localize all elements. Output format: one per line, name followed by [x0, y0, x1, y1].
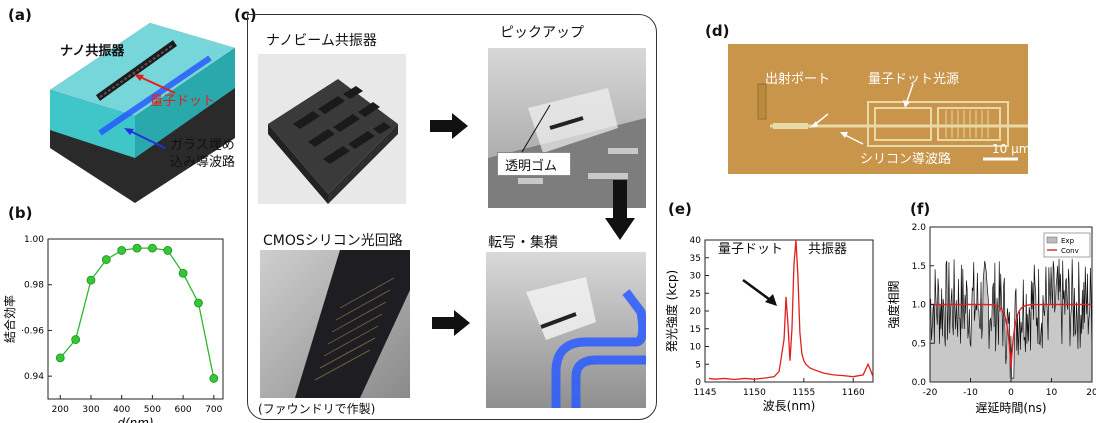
- y-tick-label: 1.0: [912, 301, 927, 311]
- quantum-dot-label: 量子ドット: [150, 94, 216, 109]
- foundry-caption: (ファウンドリで作製): [258, 402, 376, 416]
- panel-b-label: (b): [8, 204, 33, 222]
- glass-waveguide-label-2: 込み導波路: [170, 155, 236, 170]
- x-tick-label: 400: [113, 405, 130, 415]
- y-tick-label: 0: [695, 378, 701, 388]
- legend-exp-swatch: [1046, 236, 1058, 244]
- data-point: [86, 275, 96, 285]
- x-tick-label: 10: [1046, 388, 1058, 398]
- panel-a-illustration: [50, 23, 235, 203]
- y-tick-label: 10: [690, 343, 702, 353]
- nanobeam-title: ナノビーム共振器: [266, 33, 377, 49]
- y-tick-label: 40: [690, 236, 702, 246]
- scalebar-label: 10 µm: [992, 142, 1031, 156]
- y-tick-label: 30: [690, 272, 702, 282]
- y-tick-label: 35: [690, 254, 701, 264]
- glass-waveguide-label-1: ガラス埋め: [170, 138, 235, 153]
- data-line: [59, 247, 215, 379]
- y-tick-label: 1.00: [24, 235, 44, 245]
- plot-frame: [47, 238, 224, 400]
- y-tick-label: 2.0: [912, 223, 927, 233]
- data-point: [194, 298, 203, 308]
- x-axis-label: 遅延時間(ns): [975, 401, 1046, 415]
- x-tick-label: -10: [963, 388, 978, 398]
- y-tick-label: 1.5: [912, 262, 926, 272]
- panel-e-label: (e): [668, 200, 692, 218]
- y-tick-label: 20: [690, 307, 702, 317]
- x-tick-label: 1155: [792, 388, 815, 398]
- arrow-right-top: [430, 113, 468, 139]
- legend-conv-label: Conv: [1061, 247, 1079, 255]
- x-tick-label: -20: [923, 388, 938, 398]
- y-tick-label: 25: [690, 289, 701, 299]
- correlation-chart: 0.0 0.5 1.0 1.5 2.0 -20 -10 0 10 20 Exp Conv 遅延時間(ns…: [886, 223, 1096, 415]
- x-tick-label: 20: [1086, 388, 1096, 398]
- qd-arrowhead: [765, 294, 777, 306]
- x-axis-label: d(nm): [117, 416, 153, 423]
- arrow-down: [605, 180, 635, 240]
- x-tick-label: 0: [1008, 388, 1014, 398]
- y-tick-label: 0.0: [912, 378, 927, 388]
- y-tick-label: 5: [695, 360, 701, 370]
- y-tick-label: 0.5: [912, 339, 926, 349]
- x-tick-label: 1150: [743, 388, 766, 398]
- emission-spectrum-chart: 0 5 10 15 20 25 30 35 40 1145 1150 1155 1160 波長(nm) 発光…: [664, 236, 874, 413]
- transfer-title: 転写・集積: [488, 235, 558, 251]
- rubber-callout: [497, 152, 571, 176]
- qd-peak-label: 量子ドット: [718, 242, 784, 257]
- panel-a-label: (a): [8, 6, 32, 24]
- panel-f-label: (f): [910, 200, 931, 218]
- conv-line: [930, 303, 1092, 369]
- arrow-right-bottom: [432, 310, 470, 336]
- cmos-image: [260, 250, 410, 398]
- y-tick-label: 15: [690, 325, 701, 335]
- legend-exp-label: Exp: [1061, 237, 1075, 245]
- data-point: [71, 335, 81, 344]
- data-point: [178, 268, 188, 278]
- cmos-title: CMOSシリコン光回路: [263, 233, 403, 249]
- data-point: [101, 255, 111, 264]
- rubber-pointer: [521, 104, 551, 153]
- transfer-image: [486, 252, 646, 408]
- data-point: [209, 374, 219, 383]
- x-tick-label: 500: [144, 405, 161, 415]
- plot-frame: [704, 239, 874, 383]
- resonator-peak-label: 共振器: [808, 242, 848, 257]
- pickup-title: ピックアップ: [500, 25, 584, 41]
- spectrum-line: [708, 239, 874, 381]
- qd-source-label: 量子ドット光源: [868, 72, 960, 87]
- x-axis-label: 波長(nm): [763, 399, 816, 413]
- x-tick-label: 300: [82, 405, 99, 415]
- x-tick-label: 1160: [842, 388, 865, 398]
- x-tick-label: 600: [174, 405, 191, 415]
- data-point: [117, 246, 127, 255]
- nano-resonator-label: ナノ共振器: [60, 44, 125, 59]
- data-point: [55, 353, 65, 363]
- output-port-label: 出射ポート: [765, 72, 831, 87]
- x-tick-label: 200: [52, 405, 69, 415]
- y-axis-label: 強度相関: [886, 280, 901, 328]
- x-tick-label: 1145: [694, 388, 717, 398]
- qd-arrow: [742, 278, 774, 304]
- data-point: [147, 243, 157, 253]
- panel-d-label: (d): [705, 22, 730, 40]
- coupling-efficiency-chart: 0.94 ·0.96 0.98 1.00 200 300 400 500 600 700 d(nm)…: [2, 235, 224, 423]
- y-tick-label: 0.98: [24, 281, 44, 291]
- y-axis-label: 発光強度 (kcp): [664, 270, 679, 352]
- nanobeam-image: [258, 54, 406, 204]
- x-tick-label: 700: [205, 405, 222, 415]
- exp-line: [929, 258, 1093, 379]
- panel-c-frame: [247, 14, 657, 420]
- rubber-label: 透明ゴム: [505, 159, 558, 174]
- si-waveguide-label: シリコン導波路: [860, 152, 952, 167]
- y-axis-label: 結合効率: [2, 295, 17, 343]
- y-tick-label: 0.94: [24, 372, 44, 382]
- data-point: [163, 246, 173, 255]
- data-point: [132, 243, 142, 253]
- y-tick-label: ·0.96: [21, 326, 44, 336]
- device-micrograph: [728, 44, 1028, 174]
